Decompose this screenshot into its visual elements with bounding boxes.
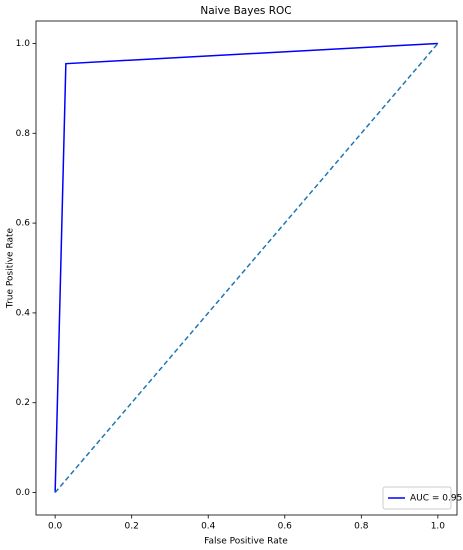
y-tick-label: 0.0 (16, 488, 31, 498)
y-tick-label: 1.0 (16, 39, 31, 49)
x-tick-label: 1.0 (431, 522, 446, 532)
roc-line (54, 42, 439, 494)
x-tick-label: 0.8 (354, 522, 369, 532)
roc-line (54, 42, 438, 493)
plot-frame (35, 20, 458, 516)
x-axis-label: False Positive Rate (204, 537, 288, 547)
x-tick-label: 0.6 (278, 522, 293, 532)
chart-title: Naive Bayes ROC (200, 5, 291, 17)
y-axis-label: True Positive Rate (6, 227, 16, 309)
legend-label: AUC = 0.95 (410, 494, 462, 504)
x-tick-label: 0.0 (48, 522, 63, 532)
y-tick-label: 0.6 (16, 219, 31, 229)
legend-box (382, 486, 452, 510)
y-tick-label: 0.2 (16, 398, 30, 408)
y-tick-label: 0.8 (16, 129, 31, 139)
x-tick-label: 0.4 (201, 522, 216, 532)
x-tick-label: 0.2 (125, 522, 139, 532)
y-tick-label: 0.4 (16, 308, 31, 318)
